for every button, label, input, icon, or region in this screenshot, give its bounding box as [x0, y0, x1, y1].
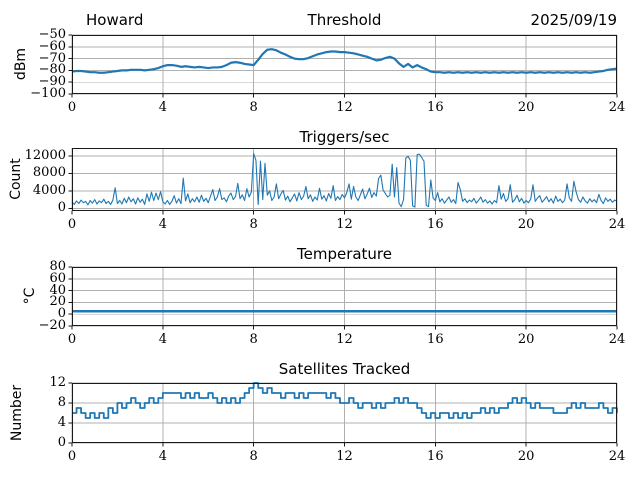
x-tick-label: 16 — [427, 332, 444, 347]
y-tick-label: 60 — [49, 270, 66, 286]
satellites-plot-svg — [68, 382, 618, 447]
satellites-plot — [68, 382, 618, 447]
y-tick-label: 4 — [57, 415, 66, 430]
x-tick-label: 4 — [158, 332, 167, 347]
x-tick-label: 12 — [336, 332, 353, 347]
y-tick-label: 12000 — [24, 147, 66, 163]
x-tick-label: 20 — [517, 332, 535, 347]
threshold-series-line — [71, 48, 618, 74]
y-tick-label: −80 — [38, 62, 66, 78]
y-tick-label: 4000 — [32, 182, 66, 198]
x-tick-label: 24 — [608, 449, 626, 464]
x-tick-label: 16 — [427, 449, 444, 464]
y-tick-label: 12 — [49, 375, 66, 390]
x-tick-label: 20 — [517, 100, 535, 115]
plot1-right-title: 2025/09/19 — [530, 11, 617, 29]
plot2-title: Triggers/sec — [299, 128, 390, 146]
x-tick-label: 0 — [67, 332, 77, 347]
plot1-left-title: Howard — [86, 11, 144, 29]
y-tick-label: 40 — [49, 282, 66, 298]
x-tick-label: 8 — [249, 332, 258, 347]
y-tick-label: 80 — [49, 259, 66, 274]
y-tick-label: −70 — [38, 50, 66, 66]
x-tick-label: 4 — [158, 217, 167, 232]
x-tick-label: 4 — [158, 100, 167, 115]
y-tick-label: 0 — [57, 306, 66, 322]
y-tick-label: 0 — [57, 200, 66, 216]
x-tick-label: 16 — [427, 100, 444, 115]
y-tick-label: 8000 — [32, 165, 66, 181]
x-tick-label: 20 — [517, 449, 535, 464]
x-tick-label: 24 — [608, 100, 626, 115]
x-tick-label: 24 — [608, 332, 626, 347]
plot1-title: Threshold — [307, 11, 382, 29]
axes-spine — [72, 148, 617, 211]
plot4-title: Satellites Tracked — [278, 360, 411, 378]
x-tick-label: 16 — [427, 217, 444, 232]
x-tick-label: 20 — [517, 217, 535, 232]
temperature-plot — [68, 266, 618, 330]
x-tick-label: 0 — [67, 100, 77, 115]
threshold-plot-svg — [68, 34, 618, 98]
y-tick-label: −20 — [38, 318, 66, 333]
y-tick-label: −100 — [30, 86, 66, 101]
triggers-plot — [68, 148, 618, 215]
x-tick-label: 4 — [158, 449, 167, 464]
plot4-ylabel: Number — [9, 384, 25, 442]
y-tick-label: −50 — [38, 27, 66, 42]
axes-spine — [72, 383, 617, 443]
y-tick-label: 8 — [57, 395, 66, 410]
x-tick-label: 8 — [249, 100, 258, 115]
x-tick-label: 8 — [249, 449, 258, 464]
x-tick-label: 12 — [336, 100, 353, 115]
y-tick-label: 0 — [57, 435, 66, 450]
threshold-plot — [68, 34, 618, 98]
temperature-plot-svg — [68, 266, 618, 330]
x-tick-label: 0 — [67, 449, 77, 464]
axes-spine — [72, 267, 617, 326]
plot3-title: Temperature — [296, 245, 393, 263]
triggers-plot-svg — [68, 148, 618, 215]
x-tick-label: 12 — [336, 217, 353, 232]
satellites-series-line — [72, 382, 618, 419]
y-tick-label: −60 — [38, 38, 66, 54]
x-tick-label: 24 — [608, 217, 626, 232]
y-tick-label: 20 — [49, 294, 66, 310]
triggers-series-line — [71, 153, 618, 208]
x-tick-label: 0 — [67, 217, 77, 232]
y-tick-label: −90 — [38, 74, 66, 90]
axes-spine — [72, 35, 617, 94]
x-tick-label: 8 — [249, 217, 258, 232]
x-tick-label: 12 — [336, 449, 353, 464]
